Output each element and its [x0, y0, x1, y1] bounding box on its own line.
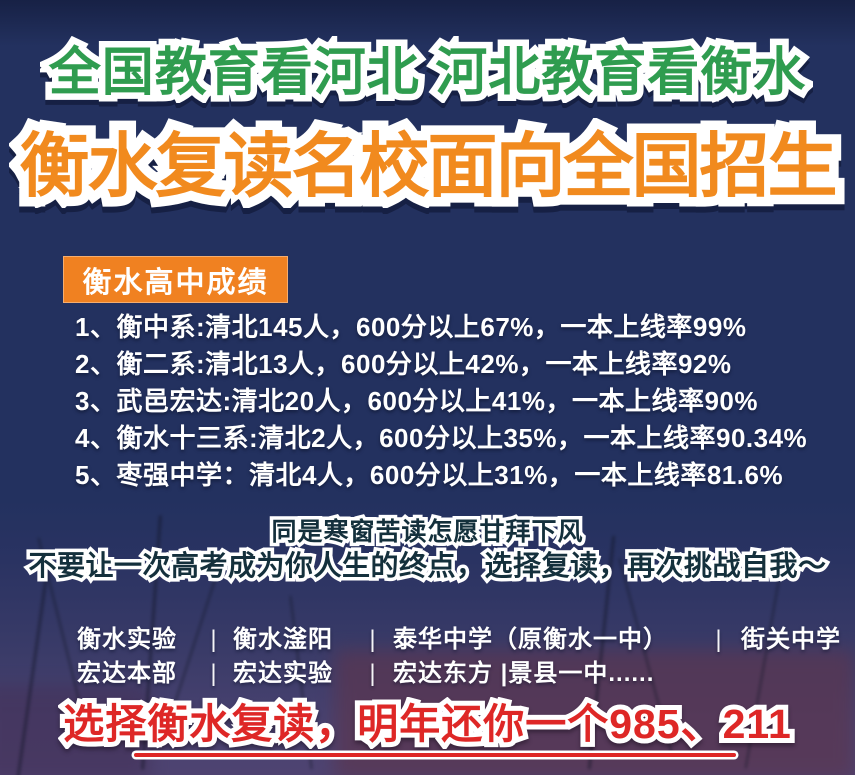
- headline-top: 全国教育看河北 河北教育看衡水: [0, 42, 855, 104]
- result-item: 4、衡水十三系:清北2人，600分以上35%，一本上线率90.34%: [75, 423, 808, 453]
- footer-slogan: 选择衡水复读，明年还你一个985、211: [0, 699, 855, 749]
- motto-line2: 不要让一次高考成为你人生的终点，选择复读，再次挑战自我～: [0, 548, 855, 584]
- separator: |: [210, 626, 218, 653]
- school-name: 泰华中学（原衡水一中）: [393, 626, 668, 653]
- school-name: 衡水滏阳: [233, 626, 333, 653]
- results-badge-label: 衡水高中成绩: [82, 266, 269, 299]
- result-item: 3、武邑宏达:清北20人，600分以上41%，一本上线率90%: [75, 386, 758, 416]
- school-list: 衡水实验 | 衡水滏阳 | 泰华中学（原衡水一中） | 街关中学 宏达本部 | …: [77, 625, 841, 688]
- school-name: 宏达东方 |景县一中......: [393, 660, 655, 687]
- school-name: 衡水实验: [77, 626, 177, 653]
- motto-line1: 同是寒窗苦读怎愿甘拜下风: [0, 517, 855, 547]
- result-item: 5、枣强中学：清北4人，600分以上31%，一本上线率81.6%: [75, 460, 784, 490]
- result-item: 1、衡中系:清北145人，600分以上67%，一本上线率99%: [75, 312, 747, 342]
- separator: |: [369, 660, 377, 687]
- top-shade: [0, 0, 855, 46]
- school-name: 宏达本部: [77, 660, 177, 687]
- separator: |: [210, 660, 218, 687]
- separator: |: [369, 626, 377, 653]
- result-item: 2、衡二系:清北13人，600分以上42%，一本上线率92%: [75, 349, 732, 379]
- headline-main: 衡水复读名校面向全国招生: [0, 124, 855, 208]
- school-name: 宏达实验: [233, 660, 333, 687]
- school-name: 街关中学: [741, 626, 841, 653]
- slogan-underline: [134, 753, 736, 757]
- results-list: 1、衡中系:清北145人，600分以上67%，一本上线率99% 2、衡二系:清北…: [75, 309, 807, 494]
- results-badge: 衡水高中成绩: [63, 256, 288, 303]
- separator: |: [715, 626, 723, 653]
